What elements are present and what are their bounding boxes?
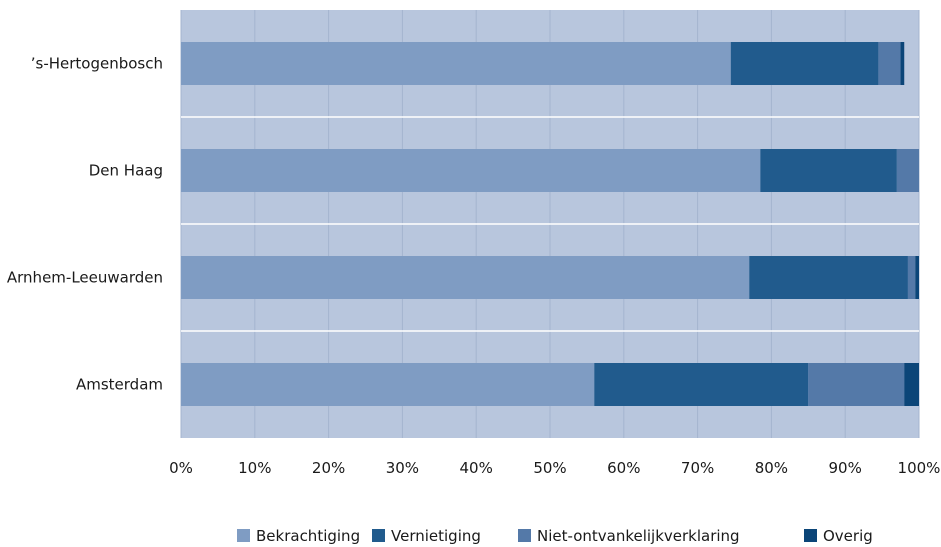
bar-segment [907, 256, 916, 299]
bar-segment [594, 363, 809, 406]
bars [181, 42, 919, 406]
x-tick-label: 30% [386, 459, 419, 477]
x-tick-label: 80% [755, 459, 788, 477]
legend-swatch [372, 529, 385, 542]
x-tick-label: 100% [898, 459, 941, 477]
bar-segment [181, 149, 761, 192]
legend-item: Vernietiging [372, 527, 481, 545]
legend-item: Niet-ontvankelijkverklaring [518, 527, 740, 545]
x-tick-label: 60% [607, 459, 640, 477]
bar-segment [808, 363, 905, 406]
category-label: ’s-Hertogenbosch [31, 55, 163, 73]
legend-item: Bekrachtiging [237, 527, 360, 545]
legend-label: Niet-ontvankelijkverklaring [537, 527, 740, 545]
bar-segment [181, 363, 595, 406]
legend: Bekrachtiging Vernietiging Niet-ontvankeli… [237, 527, 873, 545]
bar-segment [730, 42, 879, 85]
legend-label: Bekrachtiging [256, 527, 360, 545]
bar-segment [900, 42, 905, 85]
category-label: Amsterdam [76, 376, 163, 394]
legend-label: Vernietiging [391, 527, 481, 545]
x-tick-label: 40% [460, 459, 493, 477]
legend-swatch [237, 529, 250, 542]
bar-segment [181, 256, 750, 299]
bar-segment [915, 256, 919, 299]
x-tick-label: 0% [169, 459, 193, 477]
legend-swatch [804, 529, 817, 542]
legend-item: Overig [804, 527, 873, 545]
row-separators [181, 116, 919, 332]
category-label: Arnhem-Leeuwarden [7, 269, 163, 287]
x-tick-label: 70% [681, 459, 714, 477]
legend-label: Overig [823, 527, 873, 545]
bar-segment [878, 42, 901, 85]
category-label: Den Haag [89, 162, 163, 180]
legend-swatch [518, 529, 531, 542]
bar-segment [760, 149, 897, 192]
category-labels: Amsterdam Arnhem-Leeuwarden Den Haag ’s-Her… [7, 55, 163, 394]
x-tick-label: 20% [312, 459, 345, 477]
bar-segment [896, 149, 919, 192]
bar-segment [181, 42, 731, 85]
bar-segment [904, 363, 919, 406]
x-tick-label: 50% [533, 459, 566, 477]
x-axis-ticks: 0% 10% 20% 30% 40% 50% 60% 70% 80% 90% 100% [169, 459, 940, 477]
bar-segment [749, 256, 908, 299]
x-tick-label: 10% [238, 459, 271, 477]
x-tick-label: 90% [829, 459, 862, 477]
